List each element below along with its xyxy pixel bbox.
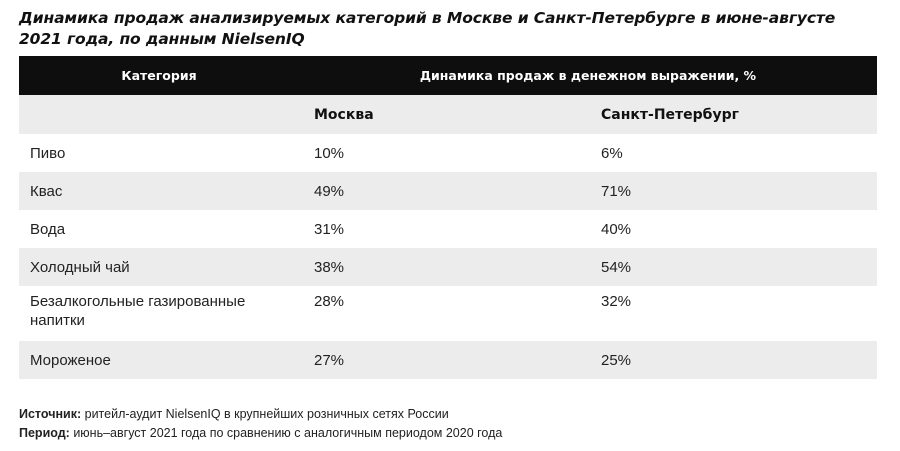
subheader-spb: Санкт-Петербург xyxy=(601,106,739,123)
table-row: Мороженое 27% 25% xyxy=(19,341,877,379)
row-category: Безалкогольные газированные напитки xyxy=(30,293,246,329)
row-moscow-value: 38% xyxy=(314,258,345,276)
source-text: ритейл-аудит NielsenIQ в крупнейших розн… xyxy=(84,407,449,421)
row-category: Вода xyxy=(30,220,66,238)
row-spb-value: 6% xyxy=(601,144,623,162)
table-row: Вода 31% 40% xyxy=(19,210,877,248)
row-spb-value: 40% xyxy=(601,220,632,238)
sales-dynamics-table: Категория Динамика продаж в денежном выр… xyxy=(19,56,877,379)
row-spb-value: 54% xyxy=(601,258,632,276)
period-label: Период: xyxy=(19,426,70,440)
row-category: Пиво xyxy=(30,144,66,162)
table-subheader-row: Москва Санкт-Петербург xyxy=(19,95,877,134)
header-category: Категория xyxy=(121,68,197,83)
row-category: Квас xyxy=(30,182,63,200)
row-category: Мороженое xyxy=(30,351,111,369)
row-spb-value: 25% xyxy=(601,351,632,369)
table-row: Квас 49% 71% xyxy=(19,172,877,210)
table-row: Пиво 10% 6% xyxy=(19,134,877,172)
table-row: Холодный чай 38% 54% xyxy=(19,248,877,286)
period-text: июнь–август 2021 года по сравнению с ана… xyxy=(73,426,503,440)
row-spb-value: 32% xyxy=(601,293,632,310)
row-spb-value: 71% xyxy=(601,182,632,200)
period-note: Период: июнь–август 2021 года по сравнен… xyxy=(19,424,502,443)
source-label: Источник: xyxy=(19,407,82,421)
subheader-moscow: Москва xyxy=(314,106,374,123)
row-moscow-value: 49% xyxy=(314,182,345,200)
row-moscow-value: 27% xyxy=(314,351,345,369)
header-dynamics: Динамика продаж в денежном выражении, % xyxy=(419,68,757,83)
row-category: Холодный чай xyxy=(30,258,130,276)
table-header-row: Категория Динамика продаж в денежном выр… xyxy=(19,56,877,95)
page-title: Динамика продаж анализируемых категорий … xyxy=(19,9,836,48)
footnotes: Источник: ритейл-аудит NielsenIQ в крупн… xyxy=(19,405,502,443)
table-row: Безалкогольные газированные напитки 28% … xyxy=(19,286,877,341)
row-moscow-value: 28% xyxy=(314,293,345,310)
row-moscow-value: 10% xyxy=(314,144,345,162)
source-note: Источник: ритейл-аудит NielsenIQ в крупн… xyxy=(19,405,502,424)
row-moscow-value: 31% xyxy=(314,220,345,238)
